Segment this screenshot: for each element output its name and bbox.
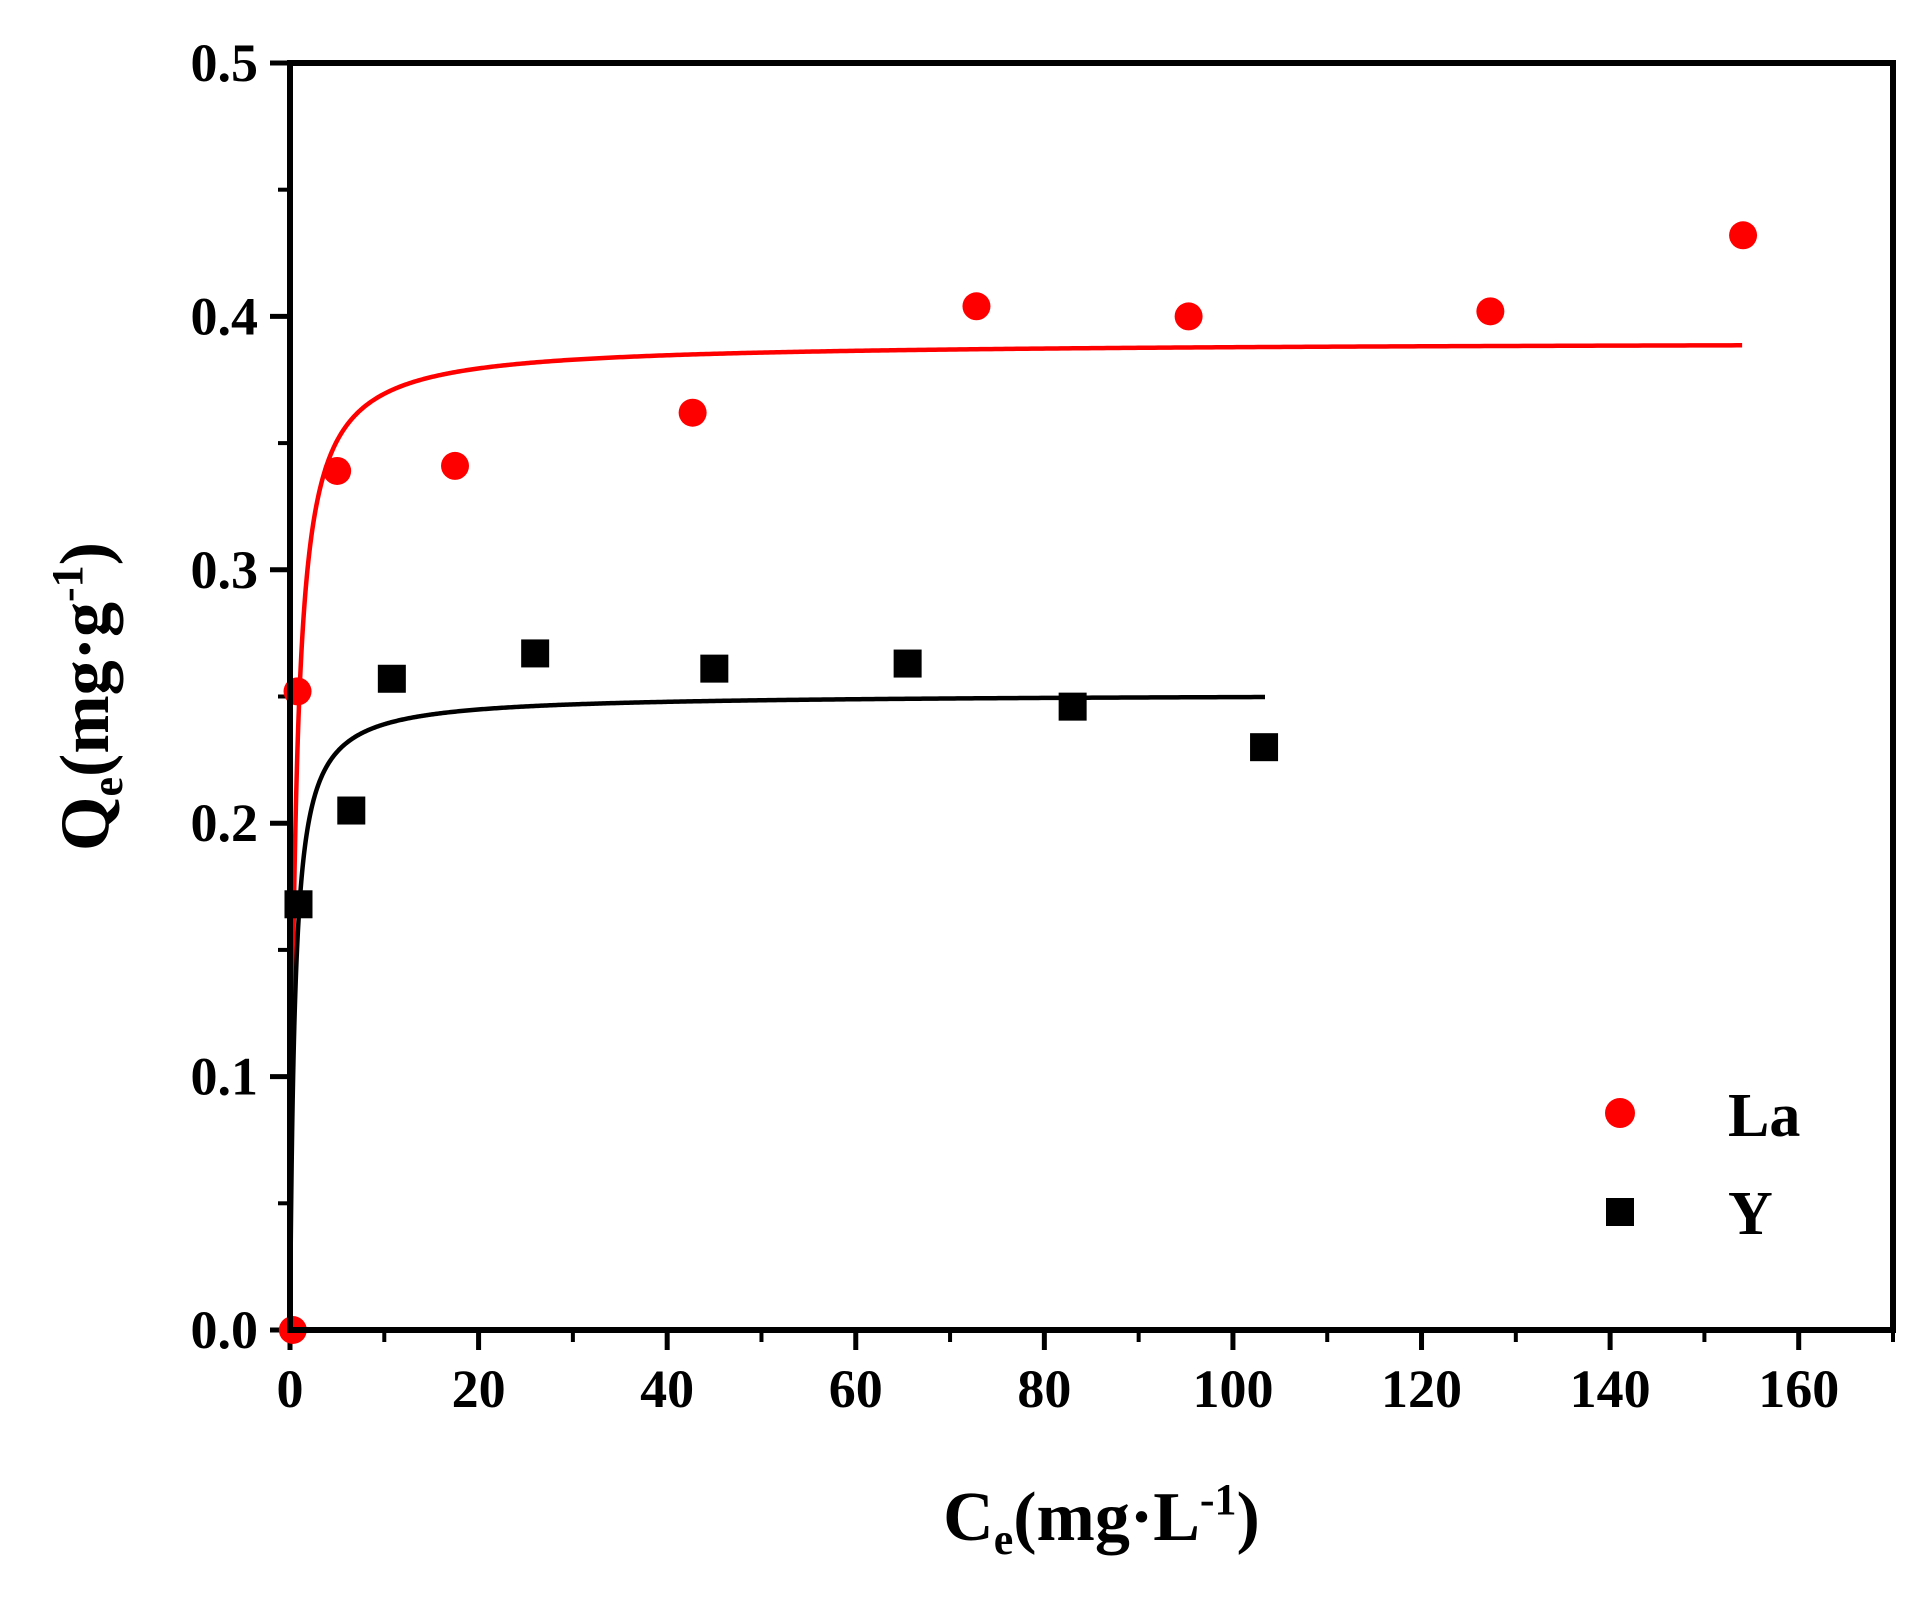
x-axis-title: Ce(mg·L-1)	[943, 1475, 1260, 1564]
legend-y-label: Y	[1728, 1180, 1773, 1248]
data-point-y	[1058, 692, 1087, 721]
y-tick-label: 0.2	[191, 793, 259, 853]
data-point-y	[521, 639, 550, 668]
y-tick-label: 0.1	[191, 1047, 259, 1107]
y-tick-label: 0.3	[191, 540, 259, 600]
data-point-y	[893, 649, 922, 678]
legend-y-marker	[1606, 1198, 1634, 1226]
data-point-la	[678, 398, 707, 427]
data-point-la	[441, 451, 470, 480]
data-point-la	[1476, 297, 1505, 326]
data-point-y	[1250, 733, 1279, 762]
x-tick-label: 140	[1570, 1359, 1651, 1419]
plot-frame	[287, 60, 1896, 1333]
fit-line-y	[287, 694, 1266, 1330]
data-point-y	[377, 664, 406, 693]
legend-la-marker	[1605, 1098, 1635, 1128]
x-tick-label: 120	[1381, 1359, 1462, 1419]
y-tick-label: 0.0	[191, 1300, 259, 1360]
legend: La Y	[1605, 1082, 1800, 1248]
fit-lines	[287, 343, 1743, 1330]
x-tick-label: 0	[277, 1359, 304, 1419]
y-tick-label: 0.5	[191, 33, 259, 93]
y-axis-title: Qe(mg·g-1)	[43, 542, 132, 851]
data-point-la	[1174, 302, 1203, 331]
data-markers	[278, 221, 1758, 1344]
x-tick-label: 80	[1017, 1359, 1071, 1419]
data-point-la	[1729, 221, 1758, 250]
x-tick-label: 100	[1192, 1359, 1273, 1419]
data-point-la	[323, 456, 352, 485]
fit-line-la	[287, 343, 1743, 1330]
tick-labels: 0 20 40 60 80 100 120 140 160 0.0 0.1 0.2 0.3 0.4 0.5	[191, 33, 1840, 1419]
x-tick-label: 160	[1758, 1359, 1839, 1419]
legend-la-label: La	[1728, 1082, 1800, 1150]
x-tick-label: 40	[640, 1359, 694, 1419]
data-point-y	[700, 654, 729, 683]
x-tick-label: 20	[452, 1359, 506, 1419]
data-point-y	[337, 796, 366, 825]
data-point-la	[962, 292, 991, 321]
x-tick-label: 60	[829, 1359, 883, 1419]
y-tick-label: 0.4	[191, 286, 259, 346]
